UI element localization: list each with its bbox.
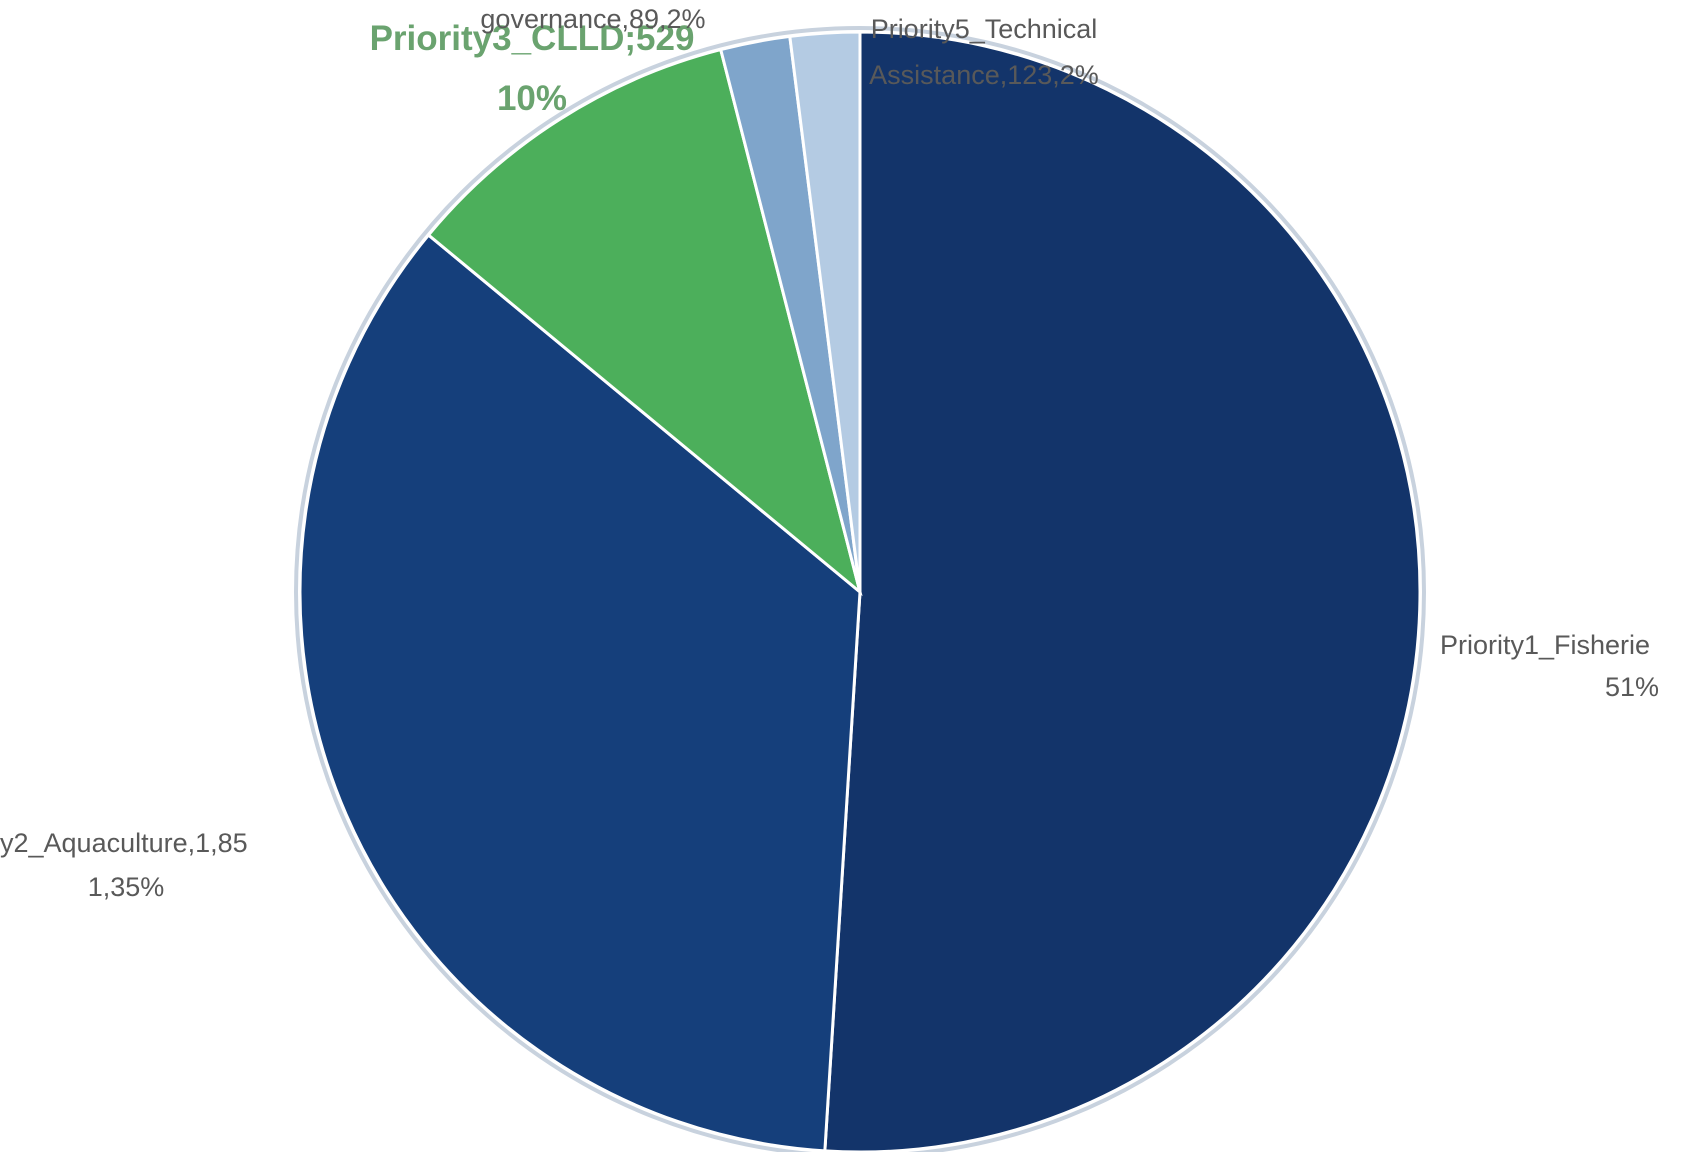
data-label-governance: governance,89,2% [480,4,705,34]
pie-outline [294,26,1426,1152]
data-label-priority2-aquaculture: y2_Aquaculture,1,85 1,35% [0,828,248,902]
data-label-line: Priority3_CLLD;529 [370,19,695,58]
data-label-line: Priority1_Fisherie [1440,630,1650,660]
pie-slice-priority1-fisheries [823,30,1422,1152]
data-label-priority5-technical-assistance: Priority5_Technical Assistance,123,2% [869,14,1099,90]
data-label-priority3-clld: Priority3_CLLD;529 10% [370,19,695,118]
data-labels: Priority1_Fisherie 51% y2_Aquaculture,1,85… [0,4,1659,902]
data-label-line: 10% [497,79,567,118]
data-label-line: y2_Aquaculture,1,85 [0,828,248,858]
pie-slice-priority5-technical-assistance [788,30,862,593]
data-label-line: 51% [1605,672,1659,702]
data-label-line: Assistance,123,2% [869,60,1099,90]
data-label-line: Priority5_Technical [871,14,1098,44]
data-label-priority1-fisheries: Priority1_Fisherie 51% [1440,630,1659,702]
pie-slices [298,30,1422,1152]
pie-slice-priority2-aquaculture [298,232,862,1152]
data-label-line: governance,89,2% [480,4,705,34]
pie-slice-priority3-clld [426,47,863,597]
data-label-line: 1,35% [88,872,165,902]
